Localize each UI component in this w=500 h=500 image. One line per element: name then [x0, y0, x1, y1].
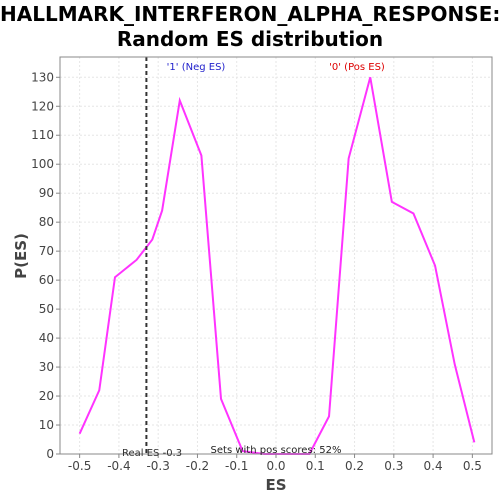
- x-tick-label: 0.5: [463, 459, 482, 473]
- y-tick-label: 10: [39, 418, 54, 432]
- x-tick-label: -0.3: [146, 459, 169, 473]
- x-axis-label: ES: [265, 476, 286, 494]
- x-tick-label: 0.4: [424, 459, 443, 473]
- y-tick-label: 20: [39, 389, 54, 403]
- y-tick-label: 120: [31, 99, 54, 113]
- y-tick-label: 80: [39, 215, 54, 229]
- y-tick-label: 50: [39, 302, 54, 316]
- y-tick-label: 30: [39, 360, 54, 374]
- y-tick-label: 60: [39, 273, 54, 287]
- x-tick-label: 0.1: [306, 459, 325, 473]
- y-tick-label: 130: [31, 70, 54, 84]
- y-tick-label: 0: [46, 447, 54, 461]
- x-tick-label: -0.4: [107, 459, 130, 473]
- y-tick-label: 70: [39, 244, 54, 258]
- chart-title-line2: Random ES distribution: [116, 27, 384, 51]
- pos-es-label: '0' (Pos ES): [329, 62, 385, 73]
- x-tick-label: -0.5: [68, 459, 91, 473]
- plot-area-background: [60, 57, 492, 454]
- y-tick-label: 40: [39, 331, 54, 345]
- y-tick-label: 110: [31, 128, 54, 142]
- neg-es-label: '1' (Neg ES): [167, 62, 226, 73]
- tick-layer: -0.5 -0.4 -0.3 -0.2 -0.1 0.0 0.1 0.2 0.3 0.4 0.5 0 1…: [31, 70, 482, 473]
- grid-layer: [60, 57, 492, 455]
- chart-title-line1: HALLMARK_INTERFERON_ALPHA_RESPONSE:: [0, 2, 500, 26]
- y-axis-label: P(ES): [12, 233, 30, 279]
- pos-scores-label: Sets with pos scores: 52%: [211, 445, 342, 456]
- x-tick-label: -0.2: [186, 459, 209, 473]
- chart-title: HALLMARK_INTERFERON_ALPHA_RESPONSE: Rand…: [0, 2, 500, 52]
- x-tick-label: 0.2: [345, 459, 364, 473]
- x-tick-label: 0.3: [384, 459, 403, 473]
- y-tick-label: 90: [39, 186, 54, 200]
- y-tick-label: 100: [31, 157, 54, 171]
- x-tick-label: -0.1: [225, 459, 248, 473]
- x-tick-label: 0.0: [266, 459, 285, 473]
- real-es-label: Real ES -0.3: [122, 448, 182, 459]
